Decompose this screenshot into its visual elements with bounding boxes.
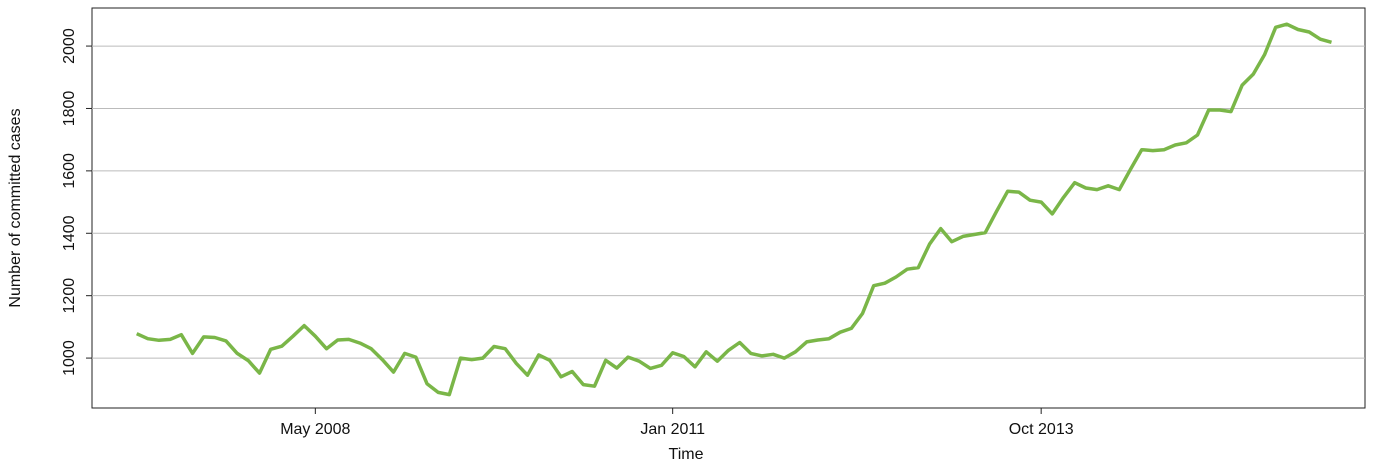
y-axis-label: Number of committed cases [7, 108, 24, 307]
y-tick-label: 1800 [61, 91, 78, 127]
y-tick-label: 1000 [61, 340, 78, 376]
x-tick-label: Oct 2013 [1009, 421, 1074, 438]
x-axis-label: Time [669, 446, 704, 463]
y-tick-label: 1400 [61, 215, 78, 251]
y-tick-label: 2000 [61, 28, 78, 64]
x-tick-label: Jan 2011 [640, 421, 705, 438]
y-tick-label: 1600 [61, 153, 78, 189]
data-line [135, 22, 1332, 397]
x-tick-label: May 2008 [280, 421, 350, 438]
plot-frame [91, 7, 1366, 409]
y-tick-label: 1200 [61, 278, 78, 314]
